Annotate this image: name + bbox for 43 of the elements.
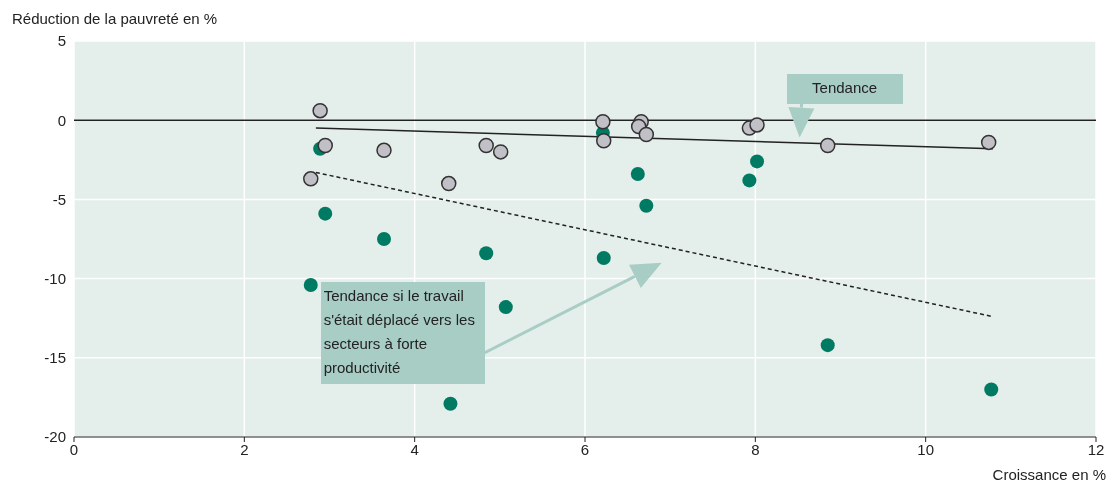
point <box>742 173 757 188</box>
note-box: Tendance <box>786 73 903 104</box>
point <box>443 396 458 411</box>
point <box>639 198 654 213</box>
point <box>595 133 612 149</box>
x-axis-title: Croissance en % <box>992 466 1106 483</box>
x-tick-label: 10 <box>917 440 935 458</box>
x-tick-label: 4 <box>410 440 419 458</box>
point <box>317 137 333 154</box>
point <box>303 277 318 292</box>
y-tick-label: -5 <box>52 190 66 208</box>
point <box>377 232 392 246</box>
y-axis-title: Réduction de la pauvreté en % <box>12 10 218 27</box>
point <box>596 251 611 266</box>
point <box>820 338 835 353</box>
point <box>376 142 392 159</box>
y-tick-label: 0 <box>57 111 66 129</box>
point <box>638 126 655 143</box>
point <box>630 167 645 182</box>
x-tick-label: 6 <box>580 440 590 458</box>
point <box>749 117 765 133</box>
point <box>498 300 513 315</box>
point <box>440 175 457 192</box>
x-tick-label: 8 <box>751 440 760 458</box>
y-tick-label: -15 <box>44 349 66 367</box>
point <box>984 382 999 397</box>
x-tick-label: 0 <box>69 440 79 458</box>
y-tick-label: -20 <box>44 428 66 446</box>
point <box>819 137 836 154</box>
note-box: Tendance si le travail s'était déplacé vers les secteurs à forte productivité <box>320 281 485 384</box>
x-tick-label: 2 <box>240 440 249 458</box>
point <box>312 102 328 119</box>
point <box>303 171 319 187</box>
point <box>750 154 765 169</box>
y-tick-label: -10 <box>44 269 66 287</box>
point <box>595 114 611 130</box>
point <box>478 137 494 154</box>
point <box>492 144 509 160</box>
point <box>980 134 997 151</box>
point <box>318 206 333 221</box>
y-tick-label: 5 <box>57 32 66 50</box>
x-tick-label: 12 <box>1087 440 1105 458</box>
point <box>479 246 494 261</box>
